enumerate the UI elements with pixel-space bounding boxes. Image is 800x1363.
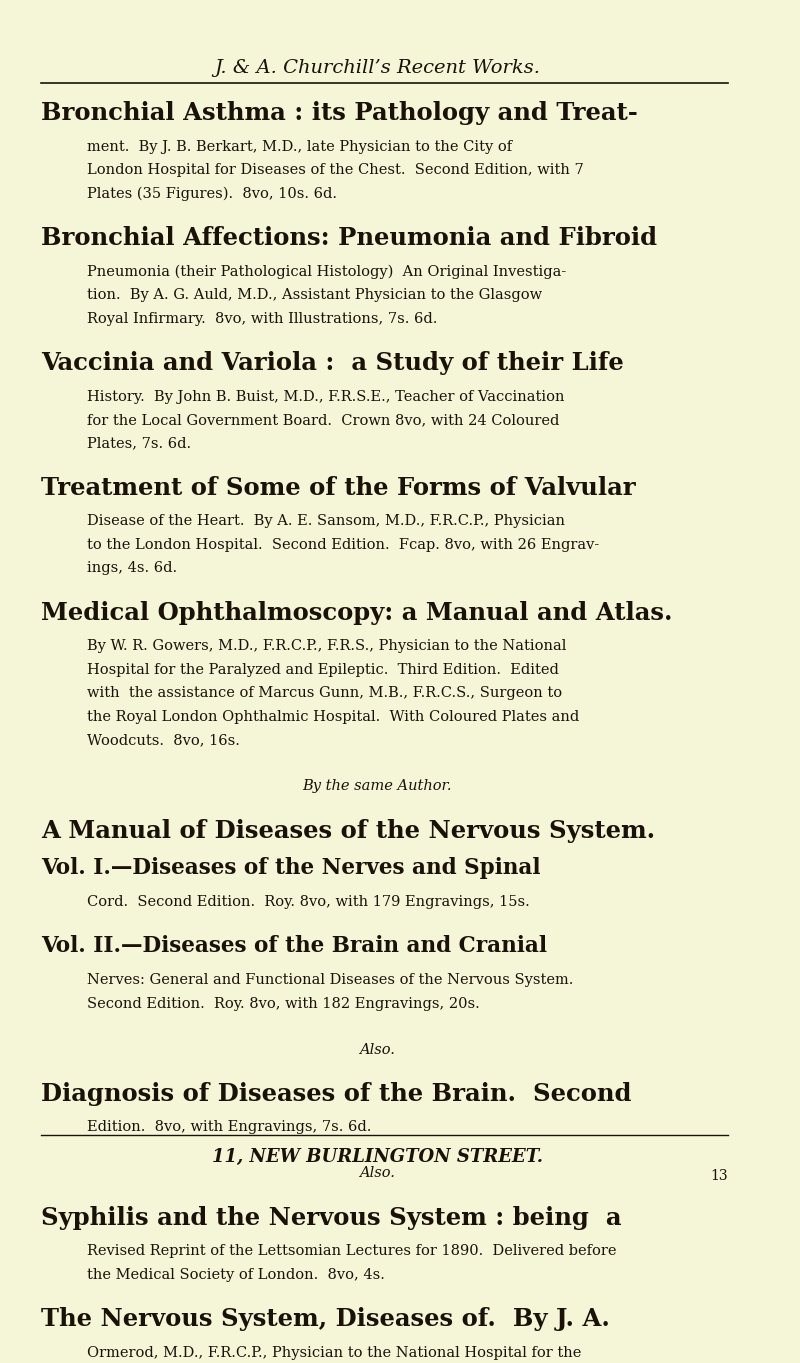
Text: Second Edition.  Roy. 8vo, with 182 Engravings, 20s.: Second Edition. Roy. 8vo, with 182 Engra… bbox=[86, 996, 479, 1011]
Text: Syphilis and the Nervous System : being  a: Syphilis and the Nervous System : being … bbox=[42, 1206, 622, 1229]
Text: for the Local Government Board.  Crown 8vo, with 24 Coloured: for the Local Government Board. Crown 8v… bbox=[86, 413, 559, 427]
Text: Bronchial Asthma : its Pathology and Treat-: Bronchial Asthma : its Pathology and Tre… bbox=[42, 101, 638, 125]
Text: with  the assistance of Marcus Gunn, M.B., F.R.C.S., Surgeon to: with the assistance of Marcus Gunn, M.B.… bbox=[86, 687, 562, 701]
Text: By the same Author.: By the same Author. bbox=[302, 780, 452, 793]
Text: the Medical Society of London.  8vo, 4s.: the Medical Society of London. 8vo, 4s. bbox=[86, 1268, 385, 1281]
Text: Disease of the Heart.  By A. E. Sansom, M.D., F.R.C.P., Physician: Disease of the Heart. By A. E. Sansom, M… bbox=[86, 514, 565, 529]
Text: A Manual of Diseases of the Nervous System.: A Manual of Diseases of the Nervous Syst… bbox=[42, 819, 656, 842]
Text: Pneumonia (their Pathological Histology)  An Original Investiga-: Pneumonia (their Pathological Histology)… bbox=[86, 264, 566, 279]
Text: By W. R. Gowers, M.D., F.R.C.P., F.R.S., Physician to the National: By W. R. Gowers, M.D., F.R.C.P., F.R.S.,… bbox=[86, 639, 566, 653]
Text: Treatment of Some of the Forms of Valvular: Treatment of Some of the Forms of Valvul… bbox=[42, 476, 636, 500]
Text: History.  By John B. Buist, M.D., F.R.S.E., Teacher of Vaccination: History. By John B. Buist, M.D., F.R.S.E… bbox=[86, 390, 564, 403]
Text: Ormerod, M.D., F.R.C.P., Physician to the National Hospital for the: Ormerod, M.D., F.R.C.P., Physician to th… bbox=[86, 1345, 581, 1359]
Text: ings, 4s. 6d.: ings, 4s. 6d. bbox=[86, 562, 177, 575]
Text: 11, NEW BURLINGTON STREET.: 11, NEW BURLINGTON STREET. bbox=[212, 1148, 542, 1165]
Text: Vol. II.—Diseases of the Brain and Cranial: Vol. II.—Diseases of the Brain and Crani… bbox=[42, 935, 547, 957]
Text: Plates (35 Figures).  8vo, 10s. 6d.: Plates (35 Figures). 8vo, 10s. 6d. bbox=[86, 187, 337, 202]
Text: London Hospital for Diseases of the Chest.  Second Edition, with 7: London Hospital for Diseases of the Ches… bbox=[86, 164, 583, 177]
Text: Royal Infirmary.  8vo, with Illustrations, 7s. 6d.: Royal Infirmary. 8vo, with Illustrations… bbox=[86, 312, 437, 326]
Text: Diagnosis of Diseases of the Brain.  Second: Diagnosis of Diseases of the Brain. Seco… bbox=[42, 1082, 632, 1107]
Text: Edition.  8vo, with Engravings, 7s. 6d.: Edition. 8vo, with Engravings, 7s. 6d. bbox=[86, 1120, 371, 1134]
Text: Plates, 7s. 6d.: Plates, 7s. 6d. bbox=[86, 436, 191, 451]
Text: ment.  By J. B. Berkart, M.D., late Physician to the City of: ment. By J. B. Berkart, M.D., late Physi… bbox=[86, 140, 512, 154]
Text: to the London Hospital.  Second Edition.  Fcap. 8vo, with 26 Engrav-: to the London Hospital. Second Edition. … bbox=[86, 538, 599, 552]
Text: J. & A. Churchill’s Recent Works.: J. & A. Churchill’s Recent Works. bbox=[214, 59, 540, 78]
Text: Medical Ophthalmoscopy: a Manual and Atlas.: Medical Ophthalmoscopy: a Manual and Atl… bbox=[42, 601, 673, 626]
Text: Bronchial Affections: Pneumonia and Fibroid: Bronchial Affections: Pneumonia and Fibr… bbox=[42, 226, 658, 251]
Text: Also.: Also. bbox=[359, 1043, 395, 1056]
Text: Revised Reprint of the Lettsomian Lectures for 1890.  Delivered before: Revised Reprint of the Lettsomian Lectur… bbox=[86, 1244, 616, 1258]
Text: Woodcuts.  8vo, 16s.: Woodcuts. 8vo, 16s. bbox=[86, 733, 240, 747]
Text: Vol. I.—Diseases of the Nerves and Spinal: Vol. I.—Diseases of the Nerves and Spina… bbox=[42, 857, 541, 879]
Text: 13: 13 bbox=[710, 1168, 728, 1183]
Text: Vaccinia and Variola :  a Study of their Life: Vaccinia and Variola : a Study of their … bbox=[42, 352, 624, 375]
Text: Cord.  Second Edition.  Roy. 8vo, with 179 Engravings, 15s.: Cord. Second Edition. Roy. 8vo, with 179… bbox=[86, 895, 530, 909]
Text: Nerves: General and Functional Diseases of the Nervous System.: Nerves: General and Functional Diseases … bbox=[86, 973, 573, 987]
Text: The Nervous System, Diseases of.  By J. A.: The Nervous System, Diseases of. By J. A… bbox=[42, 1307, 610, 1332]
Text: the Royal London Ophthalmic Hospital.  With Coloured Plates and: the Royal London Ophthalmic Hospital. Wi… bbox=[86, 710, 579, 724]
Text: Hospital for the Paralyzed and Epileptic.  Third Edition.  Edited: Hospital for the Paralyzed and Epileptic… bbox=[86, 662, 558, 677]
Text: Also.: Also. bbox=[359, 1167, 395, 1180]
Text: tion.  By A. G. Auld, M.D., Assistant Physician to the Glasgow: tion. By A. G. Auld, M.D., Assistant Phy… bbox=[86, 288, 542, 303]
